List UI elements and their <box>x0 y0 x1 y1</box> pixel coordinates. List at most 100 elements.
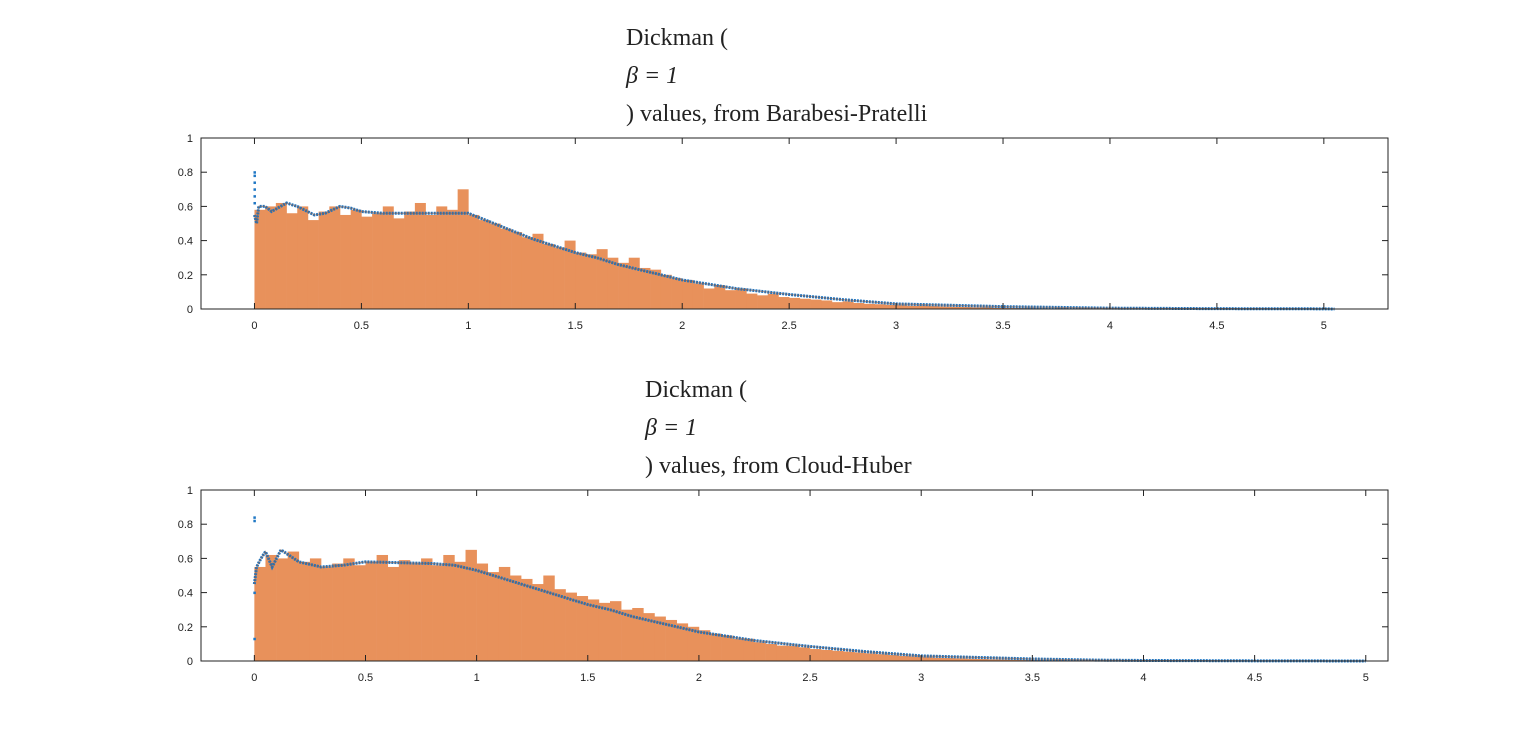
histogram-bar <box>265 206 277 309</box>
histogram-bar <box>321 566 333 661</box>
x-tick-label: 1.5 <box>580 672 595 684</box>
histogram-bar <box>660 274 672 309</box>
histogram-bar <box>565 592 577 661</box>
x-tick-label: 2 <box>679 320 685 332</box>
histogram-bar <box>286 213 298 309</box>
histogram-bar <box>610 601 622 661</box>
histogram-bar <box>743 638 755 661</box>
histogram-bar <box>954 658 966 661</box>
histogram-bar <box>676 623 689 661</box>
x-tick-label: 1 <box>474 672 480 684</box>
chart-1-title-line-2: β = 1 <box>626 63 679 89</box>
histogram-bar <box>576 596 589 661</box>
histogram-bar <box>329 206 341 309</box>
histogram-bar <box>650 269 662 309</box>
histogram-bar <box>789 297 801 309</box>
histogram-bar <box>554 589 566 661</box>
y-tick-label: 0.2 <box>178 270 193 282</box>
histogram-bar <box>468 214 480 309</box>
histogram-bar <box>917 305 929 309</box>
y-tick-label: 0.8 <box>178 519 193 531</box>
y-tick-label: 1 <box>187 485 193 497</box>
histogram-bar <box>665 619 677 661</box>
x-tick-label: 0 <box>251 672 257 684</box>
histogram-bar <box>865 653 878 661</box>
histogram-bar <box>621 609 633 661</box>
histogram-bar <box>587 599 600 661</box>
histogram-bar <box>1013 307 1025 309</box>
histogram-bar <box>382 206 394 309</box>
histogram-bar <box>970 307 982 309</box>
histogram-bar <box>746 293 758 309</box>
histogram-bar <box>575 252 587 309</box>
histogram-bar <box>421 558 433 661</box>
histogram-bar <box>842 301 854 309</box>
histogram-bar <box>910 656 922 661</box>
histogram-bar <box>632 607 644 661</box>
histogram-bar <box>757 295 769 309</box>
histogram-bar <box>1010 659 1022 661</box>
histogram-bar <box>765 643 778 661</box>
histogram-bar <box>398 560 411 661</box>
x-tick-label: 0 <box>251 320 257 332</box>
x-tick-label: 3 <box>918 672 924 684</box>
chart-2-title-line-3: ) values, from Cloud-Huber <box>645 453 912 479</box>
histogram-bar <box>425 214 437 309</box>
histogram-bar <box>265 554 277 661</box>
y-tick-label: 0 <box>187 656 193 668</box>
histogram-bar <box>553 247 565 309</box>
x-tick-label: 4.5 <box>1209 320 1224 332</box>
histogram-bar <box>596 249 608 309</box>
histogram-bar <box>885 304 897 309</box>
histogram-bar <box>887 655 900 661</box>
chart-1-title-line-1: Dickman ( <box>626 25 728 51</box>
x-tick-label: 4.5 <box>1247 672 1262 684</box>
density-point <box>253 171 256 174</box>
x-tick-label: 0.5 <box>354 320 369 332</box>
histogram-bar <box>350 209 362 309</box>
chart-1-title-line-3: ) values, from Barabesi-Pratelli <box>626 101 928 127</box>
histogram-bar <box>607 257 619 309</box>
histogram-bar <box>340 214 352 309</box>
histogram-bar <box>874 304 886 309</box>
histogram-bar <box>521 237 533 309</box>
histogram-bar <box>896 304 908 309</box>
histogram-bar <box>318 211 330 309</box>
histogram-bar <box>521 578 533 661</box>
histogram-bar <box>960 306 972 309</box>
chart-2-plot: 0 0.5 1 1.5 2 2.5 3 3.5 4 4.5 5 0 0.2 0.4 0.6 0.8 1 <box>178 485 1389 684</box>
histogram-bar <box>724 290 736 309</box>
histogram-bar <box>798 647 811 661</box>
histogram-bar <box>810 649 822 661</box>
histogram-bar <box>393 218 405 309</box>
histogram-bar <box>1003 307 1015 309</box>
axes-box <box>200 137 1389 310</box>
histogram-bar <box>276 558 288 661</box>
histogram-bar <box>976 658 989 661</box>
histogram-bar <box>376 554 389 661</box>
histogram-bar <box>928 305 940 309</box>
histogram-bar <box>254 566 266 661</box>
histogram-bar <box>509 575 522 661</box>
histogram-bar <box>876 654 889 661</box>
histogram-bar <box>906 305 918 309</box>
histogram-bar <box>692 283 704 309</box>
histogram-bar <box>479 220 491 309</box>
histogram-bar <box>732 638 744 661</box>
histogram-bar <box>297 206 309 309</box>
histogram-bar <box>387 566 400 661</box>
chart-1: 0 0.5 1 1.5 2 2.5 3 3.5 4 4.5 5 0 0.2 0.4 0.6 0.8 1 <box>178 133 1389 332</box>
histogram-bar <box>992 307 1004 309</box>
histogram-bar <box>654 616 666 661</box>
histogram-bar <box>332 563 344 661</box>
histogram-bar <box>598 602 611 661</box>
histogram-bar <box>643 613 655 661</box>
x-tick-label: 2.5 <box>802 672 817 684</box>
x-tick-label: 4 <box>1107 320 1113 332</box>
histogram-bar <box>532 584 544 661</box>
histogram-bar <box>987 659 1000 661</box>
y-tick-label: 0.2 <box>178 622 193 634</box>
histogram-bar <box>714 285 726 309</box>
x-tick-label: 1.5 <box>568 320 583 332</box>
density-point <box>253 637 256 641</box>
